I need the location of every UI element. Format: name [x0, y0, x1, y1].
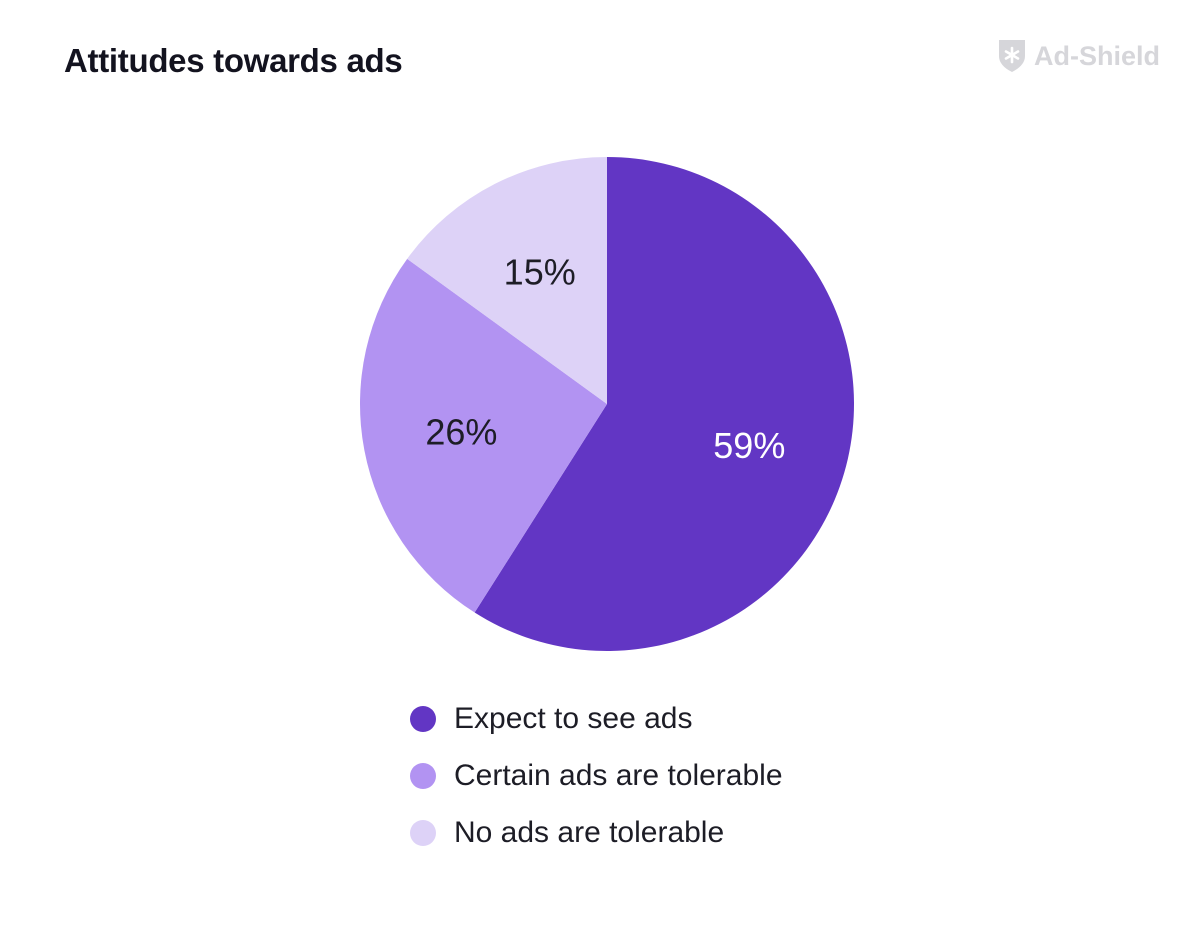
legend-label: No ads are tolerable: [454, 815, 725, 849]
brand-logo: Ad-Shield: [996, 38, 1160, 74]
pie-slice-expect-to-see-ads: [474, 157, 854, 651]
chart-title: Attitudes towards ads: [64, 42, 403, 79]
legend: Expect to see ads Certain ads are tolerab…: [410, 690, 783, 861]
pie-label-no-ads-are-tolerable: 15%: [504, 251, 576, 292]
legend-item-no-ads-are-tolerable: No ads are tolerable: [410, 804, 783, 861]
legend-label: Expect to see ads: [454, 701, 693, 735]
pie-slice-certain-ads-are-tolerable: [359, 258, 607, 613]
pie-label-certain-ads-are-tolerable: 26%: [425, 411, 497, 452]
pie-chart: 59% 26% 15%: [359, 157, 854, 651]
pie-slices: [359, 157, 854, 651]
pie-slice-labels: 59% 26% 15%: [425, 251, 785, 465]
legend-item-certain-ads-are-tolerable: Certain ads are tolerable: [410, 747, 783, 804]
legend-swatch: [410, 819, 436, 846]
legend-item-expect-to-see-ads: Expect to see ads: [410, 690, 783, 747]
legend-swatch: [410, 762, 436, 789]
legend-swatch: [410, 705, 436, 732]
pie-label-expect-to-see-ads: 59%: [713, 425, 785, 466]
shield-icon: [999, 40, 1025, 72]
legend-label: Certain ads are tolerable: [454, 758, 783, 792]
pie-slice-no-ads-are-tolerable: [407, 157, 607, 404]
brand-name: Ad-Shield: [1034, 40, 1160, 71]
